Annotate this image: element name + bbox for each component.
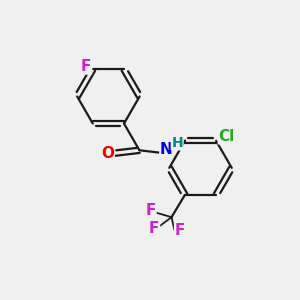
Text: N: N (160, 142, 172, 157)
Text: F: F (175, 223, 185, 238)
Text: F: F (149, 221, 160, 236)
Text: H: H (171, 136, 183, 150)
Text: F: F (81, 59, 92, 74)
Text: Cl: Cl (218, 129, 235, 144)
Text: O: O (101, 146, 114, 161)
Text: F: F (146, 203, 156, 218)
